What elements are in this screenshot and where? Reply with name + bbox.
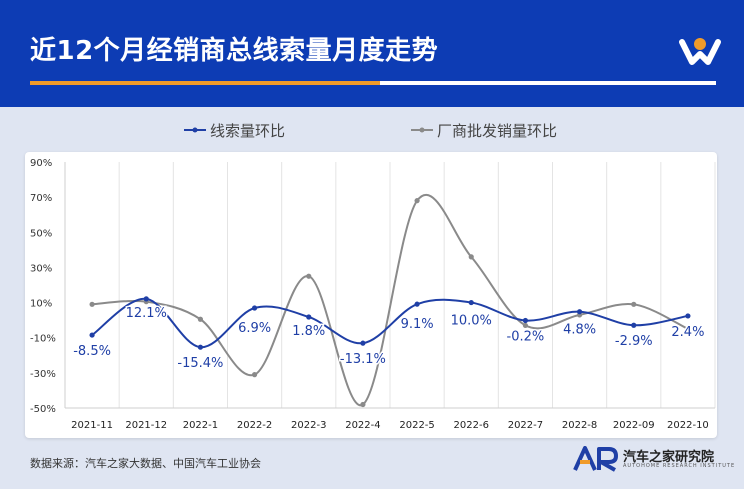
data-label: -13.1% — [340, 352, 386, 367]
x-tick-label: 2022-7 — [508, 420, 543, 431]
x-tick-label: 2021-12 — [125, 420, 167, 431]
data-label: 10.0% — [451, 314, 492, 329]
data-label: 12.1% — [126, 306, 167, 321]
x-tick-label: 2022-1 — [183, 420, 218, 431]
legend-swatch-blue-icon — [184, 127, 206, 133]
data-point-leads — [631, 322, 637, 328]
page-title: 近12个月经销商总线索量月度走势 — [30, 36, 439, 66]
data-point-leads — [414, 301, 420, 307]
line-chart: -50% -30% -10% 10% 30% 50% 70% 90% 2021-11 2021-1… — [30, 158, 716, 431]
y-tick-label: -10% — [30, 334, 56, 345]
title-underline — [380, 81, 716, 85]
data-point-wholesale — [89, 301, 95, 307]
data-point-wholesale — [306, 273, 312, 279]
data-point-wholesale — [468, 254, 474, 260]
x-tick-label: 2021-11 — [71, 420, 113, 431]
data-point-wholesale — [685, 326, 691, 332]
y-tick-label: 50% — [30, 228, 52, 239]
title-underline-accent — [30, 81, 380, 85]
data-point-leads — [522, 317, 529, 324]
brand-ar-logo-icon — [573, 446, 618, 472]
y-tick-label: -50% — [30, 404, 56, 415]
x-tick-label: 2022-6 — [454, 420, 489, 431]
legend-item-leads: 线索量环比 — [184, 120, 285, 140]
data-label: 9.1% — [401, 317, 434, 332]
x-tick-label: 2022-3 — [291, 420, 326, 431]
x-tick-label: 2022-5 — [399, 420, 434, 431]
data-label: 4.8% — [563, 323, 596, 338]
series-line-wholesale — [92, 193, 689, 407]
y-tick-label: 90% — [30, 158, 52, 169]
data-point-leads — [360, 340, 366, 346]
brand-subtitle: AUTOHOME RESEARCH INSTITUTE — [623, 463, 736, 469]
data-point-leads — [143, 296, 149, 302]
x-tick-label: 2022-4 — [345, 420, 380, 431]
data-point-wholesale — [522, 322, 529, 329]
y-tick-label: -30% — [30, 369, 56, 380]
legend-swatch-gray-icon — [411, 127, 433, 133]
y-tick-label: 70% — [30, 193, 52, 204]
data-point-leads — [685, 313, 691, 319]
data-label: -0.2% — [507, 329, 545, 344]
data-source-note: 数据来源：汽车之家大数据、中国汽车工业协会 — [30, 457, 261, 470]
y-tick-label: 30% — [30, 263, 52, 274]
data-point-leads — [89, 332, 95, 338]
y-tick-label: 10% — [30, 299, 52, 310]
data-point-wholesale — [360, 401, 366, 408]
chart-panel: -50% -30% -10% 10% 30% 50% 70% 90% 2021-11 2021-1… — [25, 152, 717, 438]
x-tick-label: 2022-2 — [237, 420, 272, 431]
data-point-leads — [251, 305, 258, 311]
data-label: 2.4% — [671, 325, 704, 340]
data-point-wholesale — [251, 372, 258, 378]
data-point-wholesale — [197, 316, 204, 322]
data-label: 6.9% — [238, 321, 271, 336]
data-point-wholesale — [631, 301, 637, 307]
data-point-wholesale — [414, 198, 420, 204]
legend-item-wholesale: 厂商批发销量环比 — [411, 120, 557, 140]
data-point-leads — [576, 309, 583, 315]
brand-footer: 汽车之家研究院 AUTOHOME RESEARCH INSTITUTE — [573, 444, 734, 474]
x-tick-label: 2022-8 — [562, 420, 597, 431]
data-label: -8.5% — [73, 344, 111, 359]
data-label: 1.8% — [292, 324, 325, 339]
data-label: -2.9% — [615, 334, 653, 349]
data-point-leads — [468, 299, 474, 306]
legend-label-wholesale: 厂商批发销量环比 — [437, 121, 558, 140]
data-point-leads — [197, 344, 204, 350]
data-point-leads — [306, 314, 312, 320]
brand-logo-icon — [679, 38, 721, 65]
header-banner: 近12个月经销商总线索量月度走势 — [0, 0, 744, 107]
data-label: -15.4% — [177, 356, 223, 371]
chart-legend: 线索量环比 厂商批发销量环比 — [0, 120, 744, 140]
x-tick-label: 2022-09 — [613, 420, 655, 431]
brand-name: 汽车之家研究院 — [623, 450, 715, 465]
x-tick-label: 2022-10 — [667, 420, 709, 431]
legend-label-leads: 线索量环比 — [210, 121, 286, 140]
